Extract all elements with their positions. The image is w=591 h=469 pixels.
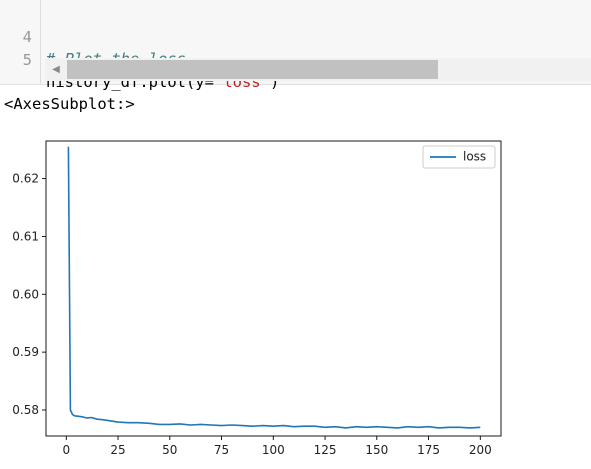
x-tick-label: 125: [314, 443, 337, 457]
axes-frame: [46, 141, 501, 436]
line-number: 5: [0, 49, 32, 71]
x-tick-label: 50: [162, 443, 177, 457]
legend-label-loss: loss: [463, 150, 486, 164]
loss-line-chart: 0 25 50 75 100 125 150 175 200 0.580.590.600.610…: [0, 132, 591, 469]
x-tick-label: 0: [62, 443, 70, 457]
loss-series-line: [68, 147, 480, 428]
code-line-5[interactable]: 5 history_df.plot(y="loss"): [0, 27, 37, 49]
y-tick-label: 0.62: [12, 172, 39, 186]
x-tick-label: 25: [110, 443, 125, 457]
legend: loss: [423, 146, 495, 168]
y-tick-label: 0.59: [12, 345, 39, 359]
scrollbar-thumb[interactable]: [67, 60, 438, 79]
scroll-left-arrow-icon[interactable]: ◀: [45, 58, 67, 81]
horizontal-scrollbar[interactable]: ◀: [45, 58, 591, 81]
x-tick-label: 100: [262, 443, 285, 457]
x-tick-label: 75: [214, 443, 229, 457]
y-tick-label: 0.61: [12, 229, 39, 243]
x-axis-ticks: 0 25 50 75 100 125 150 175 200: [62, 436, 491, 457]
code-cell[interactable]: 4 # Plot the loss 5 history_df.plot(y="l…: [0, 0, 591, 85]
output-repr: <AxesSubplot:>: [4, 94, 135, 114]
x-tick-label: 150: [365, 443, 388, 457]
y-axis-ticks: 0.58 0.59 0.60 0.61 0.62: [12, 172, 46, 417]
x-tick-label: 200: [469, 443, 492, 457]
y-tick-label: 0.60: [12, 287, 39, 301]
code-line-4[interactable]: 4 # Plot the loss: [0, 4, 37, 26]
x-tick-label: 175: [417, 443, 440, 457]
gutter-divider: [40, 0, 41, 84]
y-tick-label: 0.58: [12, 403, 39, 417]
